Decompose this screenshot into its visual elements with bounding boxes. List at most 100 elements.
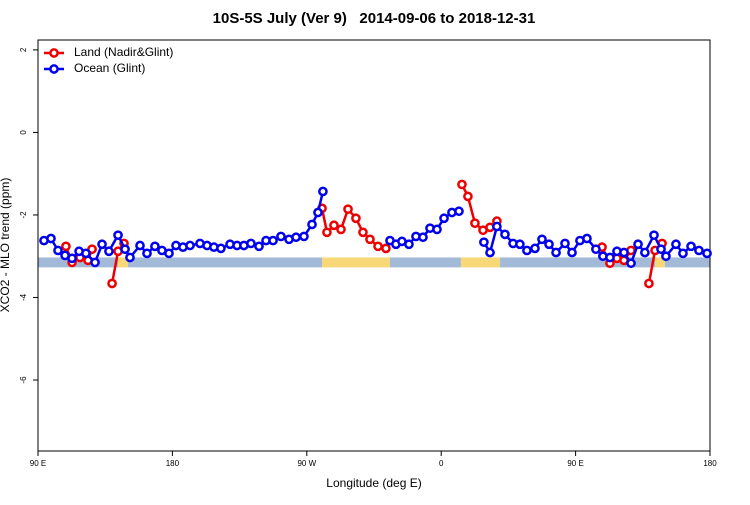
data-point xyxy=(365,234,375,245)
data-point xyxy=(246,238,256,249)
data-point xyxy=(107,278,117,289)
data-point xyxy=(67,253,77,264)
surface-band-segment xyxy=(389,257,461,268)
data-point xyxy=(318,186,328,197)
surface-band-segment xyxy=(38,257,119,268)
data-point xyxy=(470,218,480,229)
surface-band-segment xyxy=(500,257,656,268)
surface-band-segment xyxy=(118,257,129,268)
data-point xyxy=(530,243,540,254)
data-point xyxy=(164,248,174,259)
y-tick-label: -6 xyxy=(19,376,28,384)
data-point xyxy=(537,234,547,245)
x-tick-label: 90 E xyxy=(567,459,583,468)
surface-band-segment xyxy=(655,257,665,268)
y-tick-label: 2 xyxy=(19,47,28,52)
data-point xyxy=(671,239,681,250)
legend-marker xyxy=(49,64,59,74)
data-point xyxy=(515,239,525,250)
data-point xyxy=(150,241,160,252)
data-point xyxy=(605,252,615,263)
data-point xyxy=(97,239,107,250)
data-point xyxy=(432,224,442,235)
data-point xyxy=(457,179,467,190)
data-point xyxy=(418,232,428,243)
data-point xyxy=(633,239,643,250)
data-point xyxy=(358,227,368,238)
data-point xyxy=(185,240,195,251)
data-point xyxy=(582,233,592,244)
data-point xyxy=(640,247,650,258)
data-point xyxy=(343,204,353,215)
data-point xyxy=(544,239,554,250)
data-point xyxy=(104,246,114,257)
data-point xyxy=(299,231,309,242)
data-point xyxy=(678,248,688,259)
x-tick-label: 0 xyxy=(439,459,444,468)
data-point xyxy=(268,235,278,246)
x-axis-label: Longitude (deg E) xyxy=(326,476,421,490)
data-point xyxy=(485,247,495,258)
data-point xyxy=(492,221,502,232)
data-point xyxy=(142,248,152,259)
data-point xyxy=(686,241,696,252)
data-point xyxy=(81,248,91,259)
y-axis-label: XCO2 - MLO trend (ppm) xyxy=(0,178,12,313)
data-point xyxy=(644,278,654,289)
data-point xyxy=(313,207,323,218)
data-point xyxy=(307,219,317,230)
data-point xyxy=(46,233,56,244)
legend-label: Land (Nadir&Glint) xyxy=(74,45,173,59)
data-point xyxy=(351,213,361,224)
data-point xyxy=(135,240,145,251)
data-point xyxy=(694,245,704,256)
data-point xyxy=(454,206,464,217)
data-point xyxy=(276,231,286,242)
data-point xyxy=(500,229,510,240)
data-point xyxy=(619,247,629,258)
legend-label: Ocean (Glint) xyxy=(74,61,145,75)
surface-band-segment xyxy=(664,257,710,268)
data-point xyxy=(567,247,577,258)
plot-frame xyxy=(37,39,711,452)
data-point xyxy=(53,245,63,256)
surface-band-segment xyxy=(322,257,390,268)
data-point xyxy=(329,220,339,231)
data-point xyxy=(120,244,130,255)
data-point xyxy=(254,241,264,252)
data-point xyxy=(216,243,226,254)
x-tick-label: 180 xyxy=(703,459,717,468)
x-tick-label: 180 xyxy=(166,459,180,468)
data-point xyxy=(626,258,636,269)
data-point xyxy=(381,243,391,254)
data-point xyxy=(336,224,346,235)
data-point xyxy=(522,245,532,256)
data-point xyxy=(551,247,561,258)
data-point xyxy=(656,244,666,255)
legend-marker xyxy=(49,48,59,58)
data-point xyxy=(373,241,383,252)
data-point xyxy=(322,227,332,238)
y-tick-label: -4 xyxy=(19,293,28,301)
x-tick-label: 90 E xyxy=(30,459,46,468)
y-tick-label: -2 xyxy=(19,211,28,219)
data-point xyxy=(439,213,449,224)
data-point xyxy=(661,251,671,262)
data-point xyxy=(649,230,659,241)
data-point xyxy=(591,244,601,255)
surface-band-segment xyxy=(460,257,501,268)
data-point xyxy=(90,257,100,268)
data-point xyxy=(479,237,489,248)
data-point xyxy=(61,241,71,252)
data-point xyxy=(404,239,414,250)
y-tick-label: 0 xyxy=(19,130,28,135)
data-point xyxy=(125,252,135,263)
surface-band-segment xyxy=(128,257,323,268)
data-point xyxy=(702,248,712,259)
data-point xyxy=(291,232,301,243)
chart-title: 10S-5S July (Ver 9) 2014-09-06 to 2018-1… xyxy=(213,10,536,27)
data-point xyxy=(560,238,570,249)
x-tick-label: 90 W xyxy=(297,459,316,468)
data-point xyxy=(463,191,473,202)
